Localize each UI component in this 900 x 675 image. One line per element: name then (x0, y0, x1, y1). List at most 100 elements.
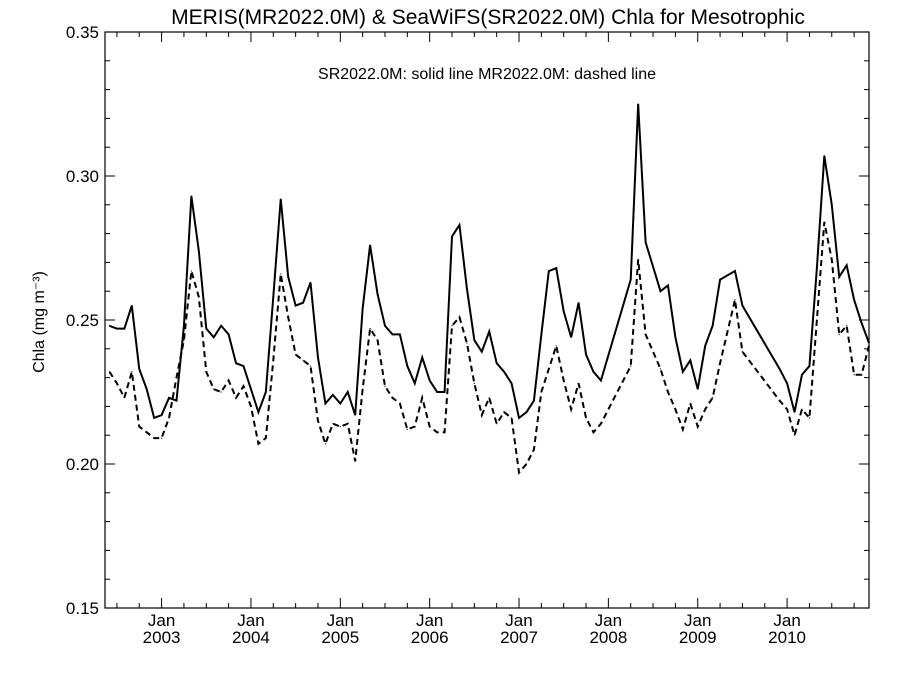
data-point (354, 460, 356, 462)
data-point (421, 397, 423, 399)
data-point (280, 273, 282, 275)
data-point (399, 333, 401, 335)
data-point (473, 382, 475, 384)
data-point (250, 388, 252, 390)
data-point (510, 417, 513, 419)
data-point (228, 333, 230, 335)
x-tick-month-label: Jan (773, 611, 800, 630)
data-point (138, 368, 140, 370)
data-point (823, 155, 825, 157)
data-point (868, 342, 870, 344)
data-point (548, 270, 550, 272)
data-point (175, 400, 178, 402)
data-point (272, 296, 274, 298)
data-point (324, 443, 327, 445)
data-point (712, 325, 714, 327)
x-tick-year-label: 2003 (143, 628, 181, 647)
data-point (719, 362, 721, 364)
data-point (510, 382, 513, 384)
data-point (525, 411, 528, 413)
data-point (309, 281, 312, 284)
data-point (779, 400, 781, 402)
data-point (741, 305, 744, 307)
data-point (414, 425, 416, 428)
data-point (496, 423, 498, 425)
data-point (369, 244, 371, 246)
data-point (384, 325, 386, 327)
data-point (220, 325, 222, 327)
data-point (309, 365, 312, 367)
data-point (183, 339, 185, 341)
data-point (808, 365, 811, 367)
data-point (585, 417, 587, 419)
plot-frame (104, 31, 870, 609)
y-tick-label: 0.35 (66, 23, 99, 42)
data-point (674, 336, 676, 338)
chart-title: MERIS(MR2022.0M) & SeaWiFS(SR2022.0M) Ch… (171, 6, 805, 29)
axis-ticks: 0.150.200.250.300.35Jan2003Jan2004Jan200… (66, 23, 869, 647)
x-tick-month-label: Jan (416, 611, 443, 630)
data-point (563, 310, 565, 312)
data-point (853, 374, 855, 376)
data-point (257, 411, 259, 413)
data-point (592, 431, 595, 433)
data-point (317, 356, 319, 359)
data-point (719, 279, 721, 281)
data-point (704, 345, 706, 347)
x-tick-month-label: Jan (237, 611, 264, 630)
data-point (630, 279, 632, 281)
data-point (533, 449, 535, 451)
data-point (779, 368, 781, 370)
data-point (123, 328, 125, 330)
x-tick-month-label: Jan (148, 611, 175, 630)
data-point (302, 302, 304, 304)
data-point (362, 307, 364, 310)
data-point (734, 299, 736, 301)
data-point (131, 371, 133, 373)
data-point (786, 382, 788, 384)
data-point (265, 391, 267, 393)
data-point (213, 336, 215, 338)
data-point (421, 356, 423, 359)
x-tick-month-label: Jan (505, 611, 532, 630)
x-tick-month-label: Jan (327, 611, 354, 630)
data-point (637, 103, 639, 105)
data-point (600, 423, 602, 425)
data-point (853, 299, 855, 301)
x-tick-year-label: 2008 (589, 628, 627, 647)
data-point (600, 379, 602, 382)
data-point (272, 359, 274, 361)
data-point (741, 351, 744, 353)
data-point (436, 431, 438, 433)
data-point (704, 408, 706, 410)
data-point (846, 264, 848, 266)
data-point (295, 305, 297, 307)
data-point (406, 428, 408, 431)
data-point (257, 443, 259, 445)
y-tick-label: 0.20 (66, 455, 99, 474)
data-point (846, 325, 848, 327)
legend-annotation: SR2022.0M: solid line MR2022.0M: dashed … (318, 66, 656, 83)
data-point (339, 402, 341, 405)
data-point (645, 333, 647, 335)
y-tick-label: 0.30 (66, 167, 99, 186)
data-point (823, 221, 825, 223)
data-point (555, 267, 557, 269)
data-point (458, 316, 461, 318)
data-point (734, 270, 736, 272)
data-point (332, 423, 334, 425)
data-point (793, 411, 796, 413)
data-point (347, 391, 349, 393)
data-point (347, 423, 349, 425)
data-point (518, 417, 520, 419)
data-point (548, 368, 550, 370)
data-point (362, 388, 364, 390)
data-point (667, 391, 669, 393)
data-point (146, 431, 148, 433)
data-point (712, 397, 714, 399)
x-tick-year-label: 2006 (411, 628, 449, 647)
y-tick-label: 0.25 (66, 311, 99, 330)
data-point (540, 333, 542, 335)
x-tick-month-label: Jan (684, 611, 711, 630)
data-point (242, 365, 245, 367)
